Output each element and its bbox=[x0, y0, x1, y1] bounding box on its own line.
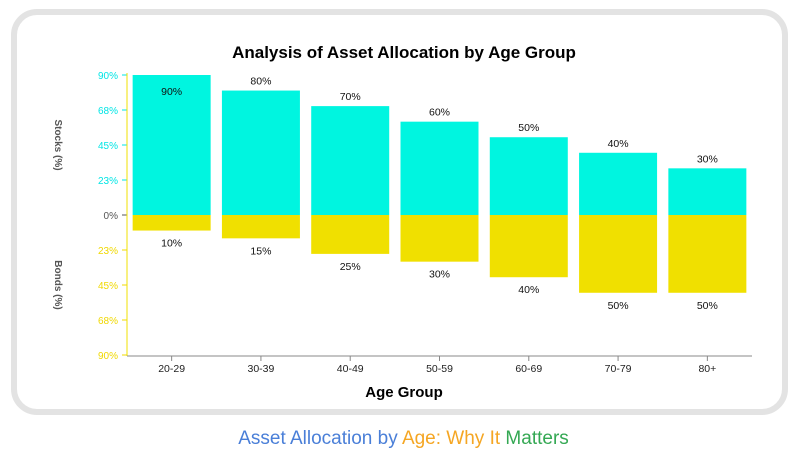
caption-part: Matters bbox=[505, 428, 569, 449]
y-tick-label: 68% bbox=[98, 316, 118, 327]
x-tick-label: 30-39 bbox=[247, 363, 274, 375]
caption: Asset Allocation by Age: Why It Matters bbox=[0, 428, 807, 450]
chart-title: Analysis of Asset Allocation by Age Grou… bbox=[232, 43, 576, 62]
data-labels-group: 90% 10% 80% 15% 70% 25% 60% 30% 50% 40% 40% 50% 30% 5… bbox=[161, 76, 718, 312]
y-tick-label: 45% bbox=[98, 141, 118, 152]
y-tick-label: 90% bbox=[98, 351, 118, 362]
y-axis-label-stocks: Stocks (%) bbox=[52, 119, 63, 170]
data-label-bonds: 25% bbox=[340, 261, 361, 273]
x-tick-label: 50-59 bbox=[426, 363, 453, 375]
y-ticks-group: 90% 68% 45% 23% 0% 23% 45% 68% 90% bbox=[98, 71, 127, 362]
data-label-bonds: 30% bbox=[429, 269, 450, 281]
bar-bonds bbox=[400, 215, 479, 262]
bar-stocks bbox=[579, 152, 658, 215]
data-label-bonds: 50% bbox=[608, 300, 629, 312]
bar-bonds bbox=[221, 215, 300, 239]
y-tick-label: 23% bbox=[98, 176, 118, 187]
x-tick-label: 80+ bbox=[698, 363, 716, 375]
y-tick-label: 45% bbox=[98, 281, 118, 292]
bar-stocks bbox=[132, 75, 211, 215]
bar-bonds bbox=[132, 215, 211, 231]
y-tick-label: 90% bbox=[98, 71, 118, 82]
y-tick-label: 68% bbox=[98, 106, 118, 117]
data-label-bonds: 15% bbox=[250, 245, 271, 257]
y-tick-label: 23% bbox=[98, 246, 118, 257]
data-label-stocks: 80% bbox=[250, 76, 271, 88]
bar-bonds bbox=[579, 215, 658, 293]
bar-stocks bbox=[668, 168, 747, 215]
data-label-stocks: 30% bbox=[697, 153, 718, 165]
bar-stocks bbox=[221, 90, 300, 215]
data-label-stocks: 50% bbox=[518, 122, 539, 134]
bar-bonds bbox=[311, 215, 390, 254]
data-label-stocks: 40% bbox=[608, 138, 629, 150]
x-tick-label: 70-79 bbox=[605, 363, 632, 375]
caption-part: Age: Why It bbox=[401, 428, 506, 449]
x-axis-label: Age Group bbox=[365, 384, 443, 401]
bar-stocks bbox=[311, 106, 390, 215]
data-label-bonds: 40% bbox=[518, 284, 539, 296]
bar-bonds bbox=[668, 215, 747, 293]
data-label-stocks: 70% bbox=[340, 91, 361, 103]
x-ticks-group: 20-29 30-39 40-49 50-59 60-69 70-79 80+ bbox=[158, 356, 716, 375]
y-tick-label: 0% bbox=[104, 211, 119, 222]
data-label-bonds: 50% bbox=[697, 300, 718, 312]
bar-stocks bbox=[489, 137, 568, 215]
bar-bonds bbox=[489, 215, 568, 278]
data-label-stocks: 60% bbox=[429, 107, 450, 119]
bar-stocks bbox=[400, 121, 479, 215]
x-tick-label: 40-49 bbox=[337, 363, 364, 375]
bars-group bbox=[132, 75, 747, 293]
caption-part: Asset Allocation by bbox=[238, 428, 402, 449]
y-axis-label-bonds: Bonds (%) bbox=[52, 260, 63, 309]
x-tick-label: 20-29 bbox=[158, 363, 185, 375]
x-tick-label: 60-69 bbox=[515, 363, 542, 375]
data-label-stocks: 90% bbox=[161, 86, 182, 98]
data-label-bonds: 10% bbox=[161, 238, 182, 250]
